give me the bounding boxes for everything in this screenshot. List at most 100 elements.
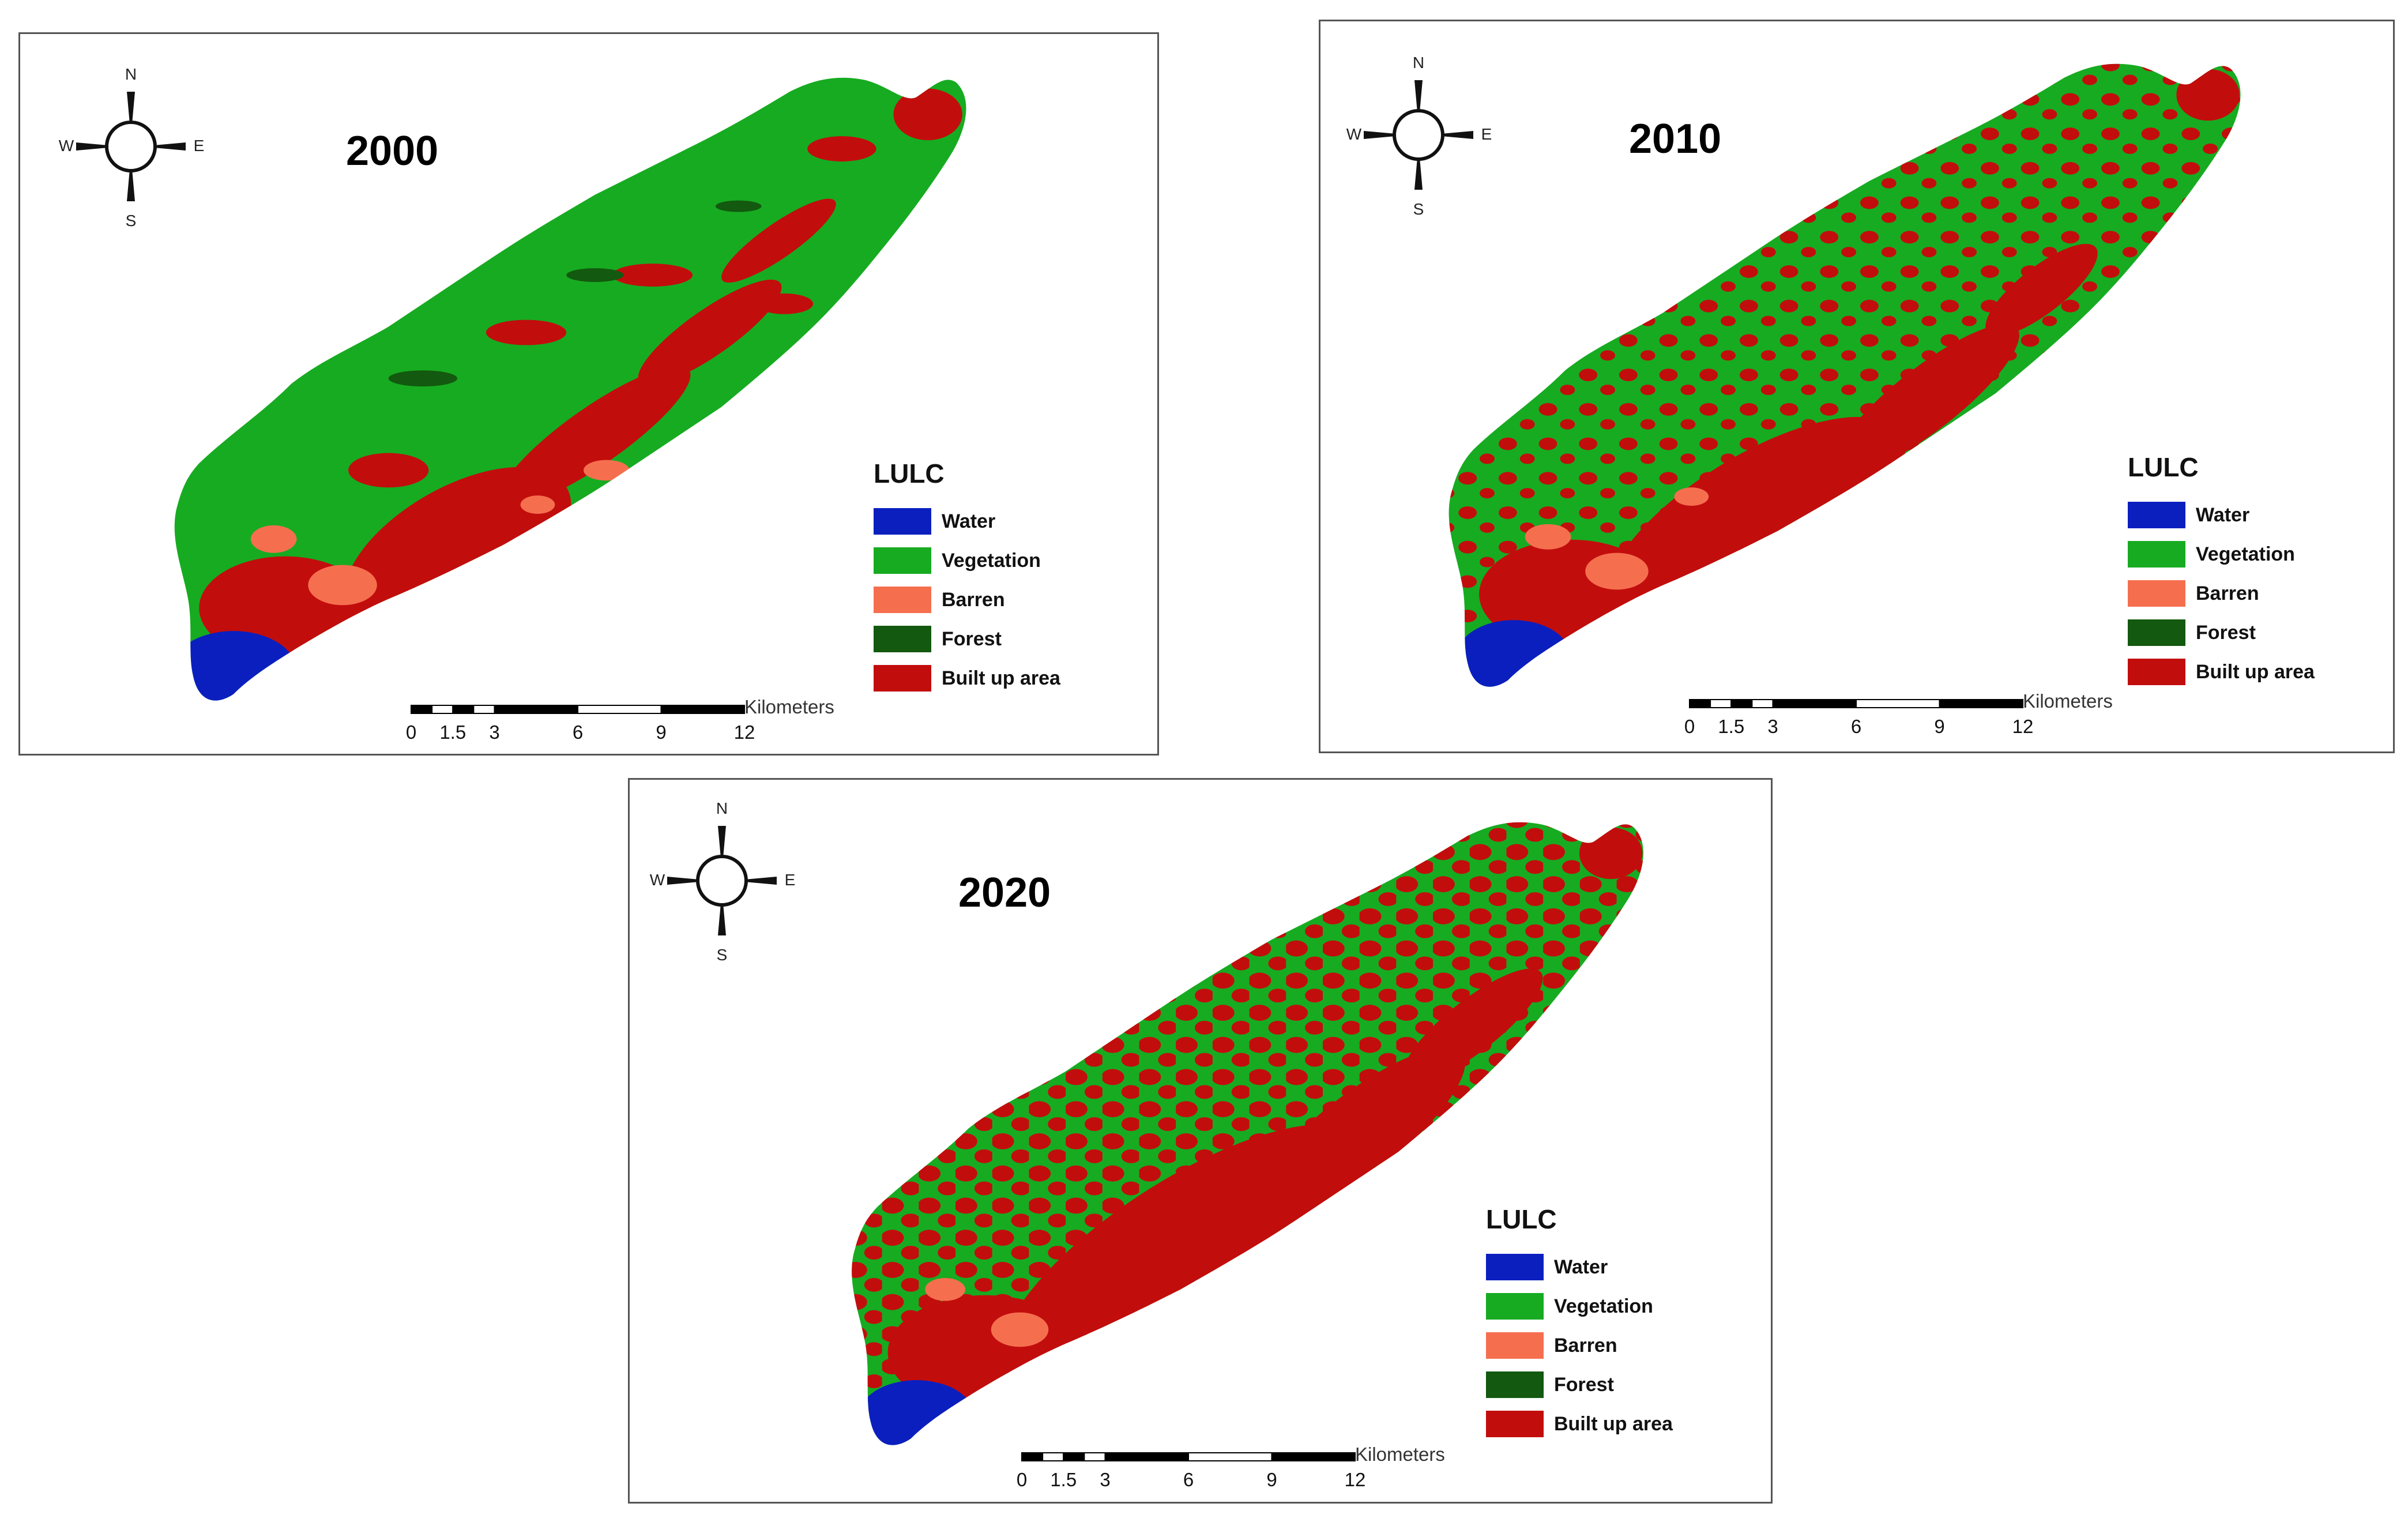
- legend-item: Barren: [2128, 574, 2370, 613]
- scale-bar-segment: [1188, 1452, 1273, 1461]
- scale-unit-label: Kilometers: [2023, 690, 2113, 712]
- lulc-map-2020: [852, 822, 1643, 1445]
- scale-bar-graphic: [1689, 699, 2023, 708]
- scale-tick-label: 3: [489, 721, 500, 743]
- scale-tick-label: 12: [733, 721, 755, 743]
- scale-tick-label: 6: [572, 721, 584, 743]
- scale-bar-segment: [1083, 1452, 1106, 1461]
- scale-bar-segment: [1104, 1452, 1189, 1461]
- legend-label: Built up area: [1554, 1412, 1673, 1435]
- compass-south-label: S: [1413, 200, 1424, 218]
- scale-bar-graphic: [411, 705, 745, 714]
- scale-tick-label: 9: [1934, 716, 1945, 737]
- legend-swatch: [1486, 1371, 1544, 1398]
- lulc-legend: LULC Water Vegetation Barren Forest Built up…: [2128, 452, 2370, 692]
- lulc-legend: LULC Water Vegetation Barren Forest Built up…: [874, 458, 1116, 698]
- lulc-legend: LULC Water Vegetation Barren Forest Built up…: [1486, 1204, 1728, 1444]
- scale-bar-segment: [1856, 699, 1940, 708]
- compass-south-label: S: [125, 212, 137, 230]
- legend-item: Vegetation: [2128, 535, 2370, 574]
- legend-swatch: [874, 665, 931, 692]
- compass-north-label: N: [125, 65, 137, 83]
- scale-tick-label: 1.5: [1718, 716, 1745, 737]
- compass-east-label: E: [784, 871, 796, 889]
- map-panel-2010: 2010 N S E W LULC Water Vegetation Barren F…: [1319, 20, 2395, 753]
- scale-tick-label: 3: [1767, 716, 1778, 737]
- scale-bar: Kilometers 0 1.5 3 6 9 12: [1684, 690, 2122, 750]
- legend-label: Vegetation: [2196, 543, 2295, 565]
- compass-icon: [667, 826, 777, 935]
- scale-bar-segment: [1271, 1452, 1356, 1461]
- compass-west-label: W: [58, 137, 74, 155]
- legend-swatch: [1486, 1332, 1544, 1359]
- lulc-map-2000: [174, 77, 966, 701]
- legend-title: LULC: [2128, 452, 2199, 482]
- legend-swatch: [2128, 502, 2185, 528]
- scale-bar-segment: [1021, 1452, 1044, 1461]
- legend-item: Forest: [874, 619, 1116, 659]
- legend-items: Water Vegetation Barren Forest Built up area: [2128, 495, 2370, 692]
- scale-tick-label: 6: [1183, 1469, 1194, 1490]
- scale-tick-label: 12: [1344, 1469, 1366, 1490]
- scale-bar-segment: [452, 705, 475, 714]
- compass-east-label: E: [1481, 125, 1492, 143]
- legend-item: Water: [2128, 495, 2370, 535]
- scale-bar: Kilometers 0 1.5 3 6 9 12: [1016, 1444, 1454, 1504]
- legend-label: Forest: [1554, 1373, 1614, 1396]
- scale-bar-segment: [1710, 699, 1732, 708]
- scale-tick-label: 0: [1684, 716, 1695, 737]
- legend-label: Barren: [2196, 582, 2259, 604]
- legend-swatch: [874, 508, 931, 535]
- legend-item: Barren: [874, 580, 1116, 619]
- legend-label: Water: [942, 510, 996, 532]
- scale-tick-label: 1.5: [1050, 1469, 1077, 1490]
- compass-south-label: S: [716, 946, 728, 964]
- legend-title: LULC: [874, 459, 945, 488]
- scale-bar-segment: [473, 705, 495, 714]
- compass-icon: [1364, 80, 1473, 190]
- scale-bar-segment: [411, 705, 433, 714]
- scale-bar-segment: [1939, 699, 2023, 708]
- legend-label: Vegetation: [942, 549, 1041, 572]
- scale-tick-label: 6: [1850, 716, 1862, 737]
- legend-item: Water: [874, 502, 1116, 541]
- scale-bar-segment: [577, 705, 662, 714]
- compass-west-label: W: [1346, 125, 1362, 143]
- scale-bar-segment: [1730, 699, 1753, 708]
- scale-tick-label: 0: [405, 721, 417, 743]
- legend-label: Built up area: [942, 667, 1060, 689]
- scale-bar-segment: [1751, 699, 1774, 708]
- compass-north-label: N: [716, 799, 728, 817]
- legend-item: Barren: [1486, 1326, 1728, 1365]
- legend-item: Forest: [2128, 613, 2370, 652]
- legend-items: Water Vegetation Barren Forest Built up area: [874, 502, 1116, 698]
- map-panel-2000: 2000 N S E W LULC Water Vegetation Barren F…: [18, 32, 1159, 756]
- legend-items: Water Vegetation Barren Forest Built up area: [1486, 1247, 1728, 1444]
- legend-title: LULC: [1486, 1204, 1557, 1234]
- scale-bar-segment: [1689, 699, 1711, 708]
- legend-item: Water: [1486, 1247, 1728, 1287]
- legend-item: Built up area: [2128, 652, 2370, 692]
- compass-rose: N S E W: [1332, 51, 1492, 218]
- scale-bar-segment: [1772, 699, 1857, 708]
- map-year-title: 2000: [346, 128, 439, 174]
- legend-label: Forest: [2196, 621, 2256, 644]
- legend-swatch: [874, 626, 931, 652]
- scale-tick-label: 1.5: [439, 721, 466, 743]
- scale-tick-label: 12: [2012, 716, 2034, 737]
- legend-label: Water: [1554, 1256, 1608, 1278]
- map-year-title: 2020: [958, 870, 1051, 916]
- map-panel-2020: 2020 N S E W LULC Water Vegetation Barren F…: [628, 778, 1773, 1504]
- legend-label: Water: [2196, 503, 2250, 526]
- legend-item: Built up area: [1486, 1404, 1728, 1444]
- legend-swatch: [1486, 1411, 1544, 1437]
- legend-label: Built up area: [2196, 660, 2315, 683]
- scale-unit-label: Kilometers: [1355, 1444, 1445, 1465]
- legend-swatch: [1486, 1293, 1544, 1320]
- map-year-title: 2010: [1629, 116, 1722, 162]
- legend-label: Vegetation: [1554, 1295, 1653, 1317]
- legend-label: Forest: [942, 627, 1002, 650]
- compass-rose: N S E W: [635, 797, 796, 964]
- lulc-map-2010: [1448, 63, 2241, 687]
- legend-swatch: [874, 587, 931, 613]
